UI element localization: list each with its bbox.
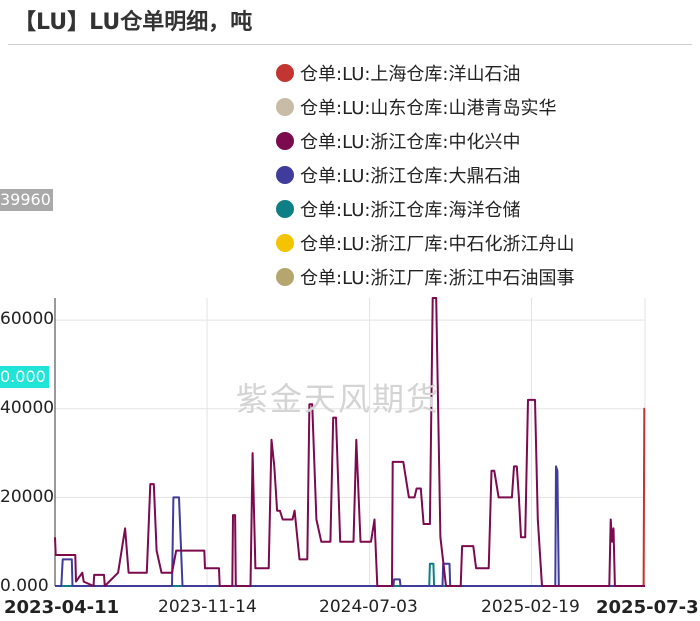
legend-label: 仓单:LU:浙江仓库:大鼎石油 bbox=[300, 166, 521, 187]
legend-marker bbox=[276, 166, 294, 184]
legend-label: 仓单:LU:浙江厂库:浙江中石油国事 bbox=[300, 268, 575, 289]
legend-marker bbox=[276, 234, 294, 252]
legend-label: 仓单:LU:山东仓库:山港青岛实华 bbox=[300, 98, 557, 119]
y-axis-value-tag: 39960 bbox=[0, 189, 53, 211]
legend-label: 仓单:LU:浙江仓库:海洋仓储 bbox=[300, 200, 521, 221]
legend-marker bbox=[276, 200, 294, 218]
legend-item[interactable]: 仓单:LU:上海仓库:洋山石油 bbox=[276, 56, 575, 90]
y-tick-label: 0.000 bbox=[0, 576, 49, 596]
y-tick-label: 60000 bbox=[0, 309, 55, 329]
legend-item[interactable]: 仓单:LU:山东仓库:山港青岛实华 bbox=[276, 90, 575, 124]
legend-label: 仓单:LU:浙江仓库:中化兴中 bbox=[300, 132, 521, 153]
legend-marker bbox=[276, 132, 294, 150]
legend-item[interactable]: 仓单:LU:浙江厂库:浙江中石油国事 bbox=[276, 260, 575, 294]
x-tick-label: 2025-07-31 bbox=[596, 597, 700, 618]
legend-marker bbox=[276, 268, 294, 286]
series-line bbox=[55, 562, 645, 587]
watermark: 紫金天风期货 bbox=[236, 380, 441, 418]
y-axis-cursor-tag: 0.000 bbox=[0, 366, 49, 388]
x-tick-label: 2023-11-14 bbox=[158, 597, 257, 617]
legend-marker bbox=[276, 98, 294, 116]
x-tick-label: 2023-04-11 bbox=[4, 597, 120, 618]
legend: 仓单:LU:上海仓库:洋山石油 仓单:LU:山东仓库:山港青岛实华 仓单:LU:… bbox=[276, 56, 575, 294]
legend-label: 仓单:LU:浙江厂库:中石化浙江舟山 bbox=[300, 234, 575, 255]
legend-item[interactable]: 仓单:LU:浙江仓库:海洋仓储 bbox=[276, 192, 575, 226]
legend-marker bbox=[276, 64, 294, 82]
legend-label: 仓单:LU:上海仓库:洋山石油 bbox=[300, 64, 521, 85]
y-tick-label: 20000 bbox=[0, 487, 55, 507]
x-tick-label: 2024-07-03 bbox=[319, 597, 418, 617]
chart-title: 【LU】LU仓单明细，吨 bbox=[14, 10, 253, 35]
legend-item[interactable]: 仓单:LU:浙江仓库:中化兴中 bbox=[276, 124, 575, 158]
y-tick-label: 40000 bbox=[0, 398, 55, 418]
x-tick-label: 2025-02-19 bbox=[481, 597, 580, 617]
title-divider bbox=[8, 44, 692, 45]
series-line bbox=[55, 465, 645, 587]
series-line bbox=[54, 297, 645, 587]
legend-item[interactable]: 仓单:LU:浙江厂库:中石化浙江舟山 bbox=[276, 226, 575, 260]
legend-item[interactable]: 仓单:LU:浙江仓库:大鼎石油 bbox=[276, 158, 575, 192]
